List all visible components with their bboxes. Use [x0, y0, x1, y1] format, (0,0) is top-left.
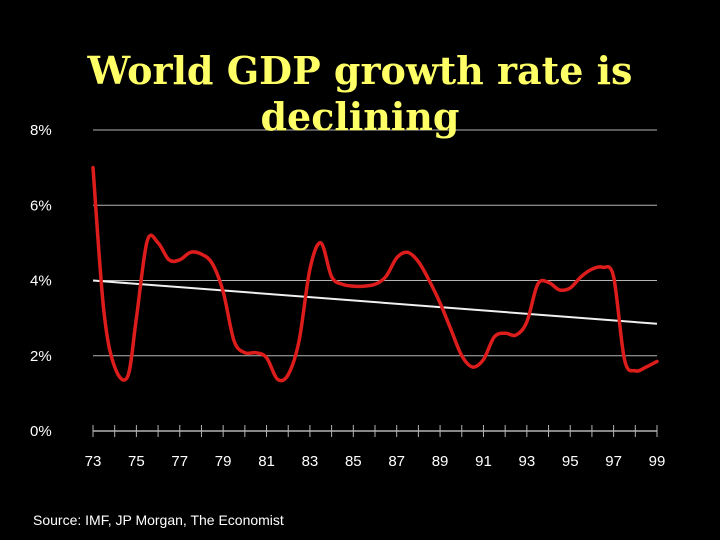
data-point-82.5 — [298, 339, 301, 342]
x-tick-label-97: 97 — [605, 453, 622, 470]
data-point-97.5 — [623, 358, 626, 361]
data-point-77.5 — [189, 251, 192, 254]
data-point-85.5 — [363, 285, 366, 288]
data-point-86.5 — [384, 275, 387, 278]
data-point-85 — [352, 285, 355, 288]
chart-title-line-2: declining — [260, 94, 460, 139]
y-tick-label-0: 0% — [30, 423, 52, 440]
data-point-78.5 — [211, 262, 214, 265]
data-point-73 — [92, 166, 95, 169]
x-tick-label-81: 81 — [258, 453, 275, 470]
x-tick-label-99: 99 — [649, 453, 666, 470]
data-point-88 — [417, 260, 420, 263]
data-point-74.6 — [126, 375, 129, 378]
data-point-83.5 — [319, 241, 322, 244]
trend-line-group — [92, 279, 658, 325]
data-point-76 — [157, 241, 160, 244]
data-point-91.5 — [493, 335, 496, 338]
series-line-0 — [91, 165, 659, 383]
data-point-84 — [330, 275, 333, 278]
x-tick-label-85: 85 — [345, 453, 362, 470]
y-tick-label-4: 4% — [30, 273, 52, 290]
data-point-98 — [634, 369, 637, 372]
x-axis-tick-labels: 73 75 77 79 81 83 85 87 89 91 93 95 97 99 — [85, 453, 666, 470]
chart-title: World GDP growth rate is declining — [60, 48, 660, 140]
data-point-83 — [308, 268, 311, 271]
data-point-73.5 — [102, 309, 105, 312]
trend-line — [92, 279, 658, 325]
data-point-79 — [222, 290, 225, 293]
data-point-93 — [525, 320, 528, 323]
data-point-94 — [547, 281, 550, 284]
data-point-95 — [569, 287, 572, 290]
grid-lines — [93, 129, 657, 357]
data-point-75.5 — [146, 240, 149, 243]
data-point-84.5 — [341, 283, 344, 286]
data-point-90.5 — [471, 366, 474, 369]
x-tick-label-87: 87 — [388, 453, 405, 470]
x-tick-label-95: 95 — [562, 453, 579, 470]
series-line-group — [91, 165, 659, 383]
y-tick-label-8: 8% — [30, 122, 52, 139]
source-note: Source: IMF, JP Morgan, The Economist — [33, 512, 284, 528]
x-tick-label-91: 91 — [475, 453, 492, 470]
data-point-76.5 — [167, 258, 170, 261]
x-tick-label-93: 93 — [519, 453, 536, 470]
data-point-96 — [590, 268, 593, 271]
data-point-98.5 — [645, 366, 648, 369]
data-point-90 — [460, 354, 463, 357]
data-point-86 — [374, 283, 377, 286]
data-point-88.5 — [428, 279, 431, 282]
data-point-96.5 — [601, 266, 604, 269]
x-tick-label-73: 73 — [85, 453, 102, 470]
x-tick-label-79: 79 — [215, 453, 232, 470]
chart-title-line-1: World GDP growth rate is — [87, 48, 633, 93]
data-point-91 — [482, 358, 485, 361]
data-point-99 — [656, 360, 659, 363]
data-point-79.5 — [233, 339, 236, 342]
data-point-94.5 — [558, 288, 561, 291]
data-point-89.5 — [449, 328, 452, 331]
data-point-77 — [178, 258, 181, 261]
data-point-87 — [395, 256, 398, 259]
data-point-95.5 — [580, 275, 583, 278]
x-axis — [92, 425, 658, 437]
data-point-78 — [200, 253, 203, 256]
data-point-74 — [113, 366, 116, 369]
data-point-80 — [243, 351, 246, 354]
data-point-92.5 — [515, 334, 518, 337]
data-point-81.5 — [276, 378, 279, 381]
data-point-97 — [612, 275, 615, 278]
x-tick-label-75: 75 — [128, 453, 145, 470]
y-axis-tick-labels: 8% 6% 4% 2% 0% — [30, 122, 52, 440]
data-point-92 — [504, 332, 507, 335]
data-point-82 — [287, 373, 290, 376]
data-point-89 — [439, 302, 442, 305]
y-tick-label-6: 6% — [30, 197, 52, 214]
data-point-75 — [135, 317, 138, 320]
data-point-93.5 — [536, 283, 539, 286]
x-tick-label-89: 89 — [432, 453, 449, 470]
data-point-87.5 — [406, 251, 409, 254]
x-tick-label-83: 83 — [302, 453, 319, 470]
data-point-80.5 — [254, 351, 257, 354]
y-tick-label-2: 2% — [30, 348, 52, 365]
x-tick-label-77: 77 — [171, 453, 188, 470]
data-point-81 — [265, 356, 268, 359]
